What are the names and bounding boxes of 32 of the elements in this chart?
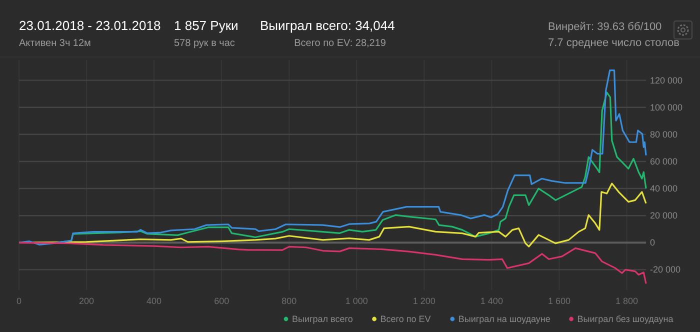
text: Выиграл всего: 34,044	[260, 18, 395, 33]
x-tick-label: 800	[282, 296, 297, 306]
text: 1 857 Руки	[174, 18, 238, 33]
y-tick-label: 40 000	[650, 184, 678, 194]
text: Винрейт: 39.63 бб/100	[548, 21, 662, 33]
y-tick-label: 80 000	[650, 129, 678, 140]
x-tick-label: 400	[146, 296, 162, 306]
legend-label: Всего по EV	[380, 314, 431, 324]
x-tick-label: 1 800	[615, 296, 638, 306]
x-tick-label: 1 200	[412, 296, 436, 306]
legend-label: Выиграл на шоудауне	[458, 314, 550, 324]
line-series	[18, 242, 647, 284]
line-series	[18, 69, 647, 246]
chart-subtitle: Активен 3ч 12м	[19, 38, 92, 49]
x-tick-label: 1 000	[345, 296, 368, 306]
x-tick-label: 0	[16, 296, 22, 306]
x-tick-label: 200	[79, 296, 94, 306]
y-tick-label: 120 000	[650, 75, 683, 86]
legend-label: Выиграл всего	[292, 314, 353, 324]
legend-label: Выиграл без шоудауна	[577, 314, 674, 324]
y-tick-label: 20 000	[650, 210, 678, 221]
y-tick-label: 0	[650, 238, 656, 248]
chart-title: 23.01.2018 - 23.01.2018	[19, 18, 161, 33]
x-tick-label: 600	[214, 296, 230, 306]
x-tick-label: 1 600	[548, 296, 570, 306]
y-tick-label: -20 000	[650, 264, 681, 275]
text: 7.7 среднее число столов	[548, 37, 680, 49]
y-tick-label: 60 000	[650, 156, 678, 166]
text: 578 рук в час	[174, 38, 235, 49]
text: Всего по EV: 28,219	[294, 38, 386, 49]
x-tick-label: 1 400	[480, 296, 503, 306]
y-tick-label: 100 000	[650, 102, 683, 112]
